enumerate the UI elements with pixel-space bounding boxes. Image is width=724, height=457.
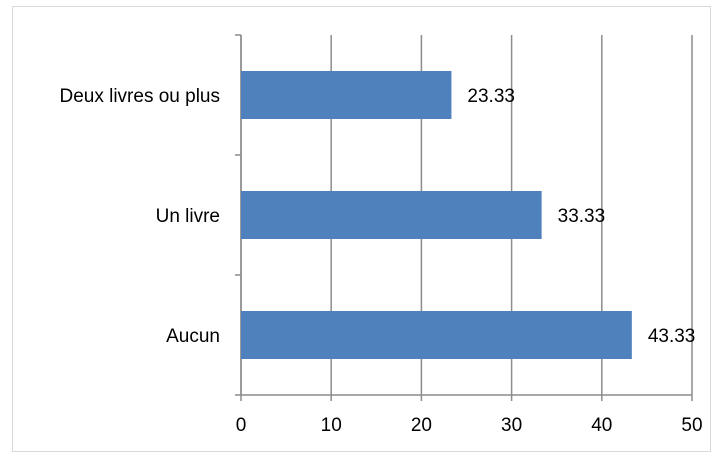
y-tick-label: Aucun — [166, 326, 220, 347]
y-tick-label: Un livre — [156, 206, 220, 227]
value-label: 23.33 — [467, 86, 515, 107]
value-label: 43.33 — [648, 326, 696, 347]
value-label: 33.33 — [558, 206, 606, 227]
x-tick-label: 30 — [501, 415, 522, 436]
bar — [241, 191, 542, 239]
x-tick-label: 10 — [321, 415, 342, 436]
x-tick-label: 20 — [411, 415, 432, 436]
y-tick-label: Deux livres ou plus — [59, 86, 220, 107]
bar — [241, 311, 632, 359]
x-tick-label: 50 — [681, 415, 702, 436]
x-tick-label: 40 — [591, 415, 612, 436]
bar — [241, 71, 452, 119]
x-tick-label: 0 — [236, 415, 247, 436]
